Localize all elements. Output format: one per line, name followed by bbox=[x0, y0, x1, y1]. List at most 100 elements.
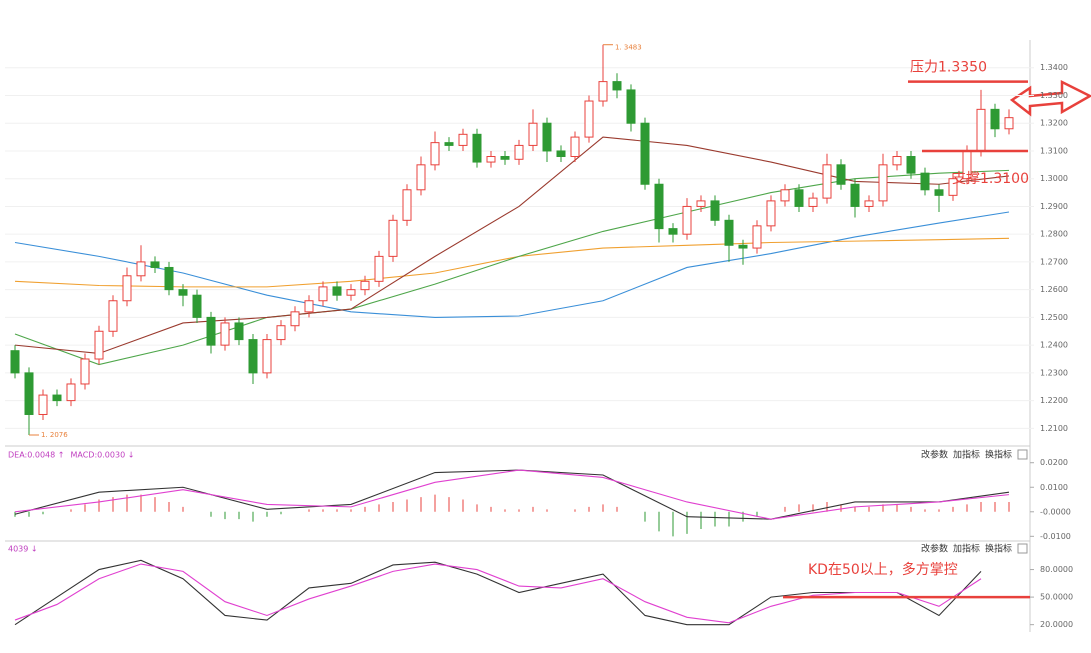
candle-body bbox=[920, 172, 930, 191]
candle-body bbox=[38, 394, 48, 415]
candle-body bbox=[906, 156, 916, 174]
candle-body bbox=[80, 358, 90, 385]
y-tick-label: 1.2200 bbox=[1040, 396, 1068, 405]
candle-body bbox=[598, 81, 608, 102]
indicator-label: MACD:0.0030 ↓ bbox=[70, 451, 134, 460]
candle-body bbox=[542, 122, 552, 152]
candle-body bbox=[402, 189, 412, 221]
y-tick-label: 0.0200 bbox=[1040, 458, 1068, 467]
candle-body bbox=[164, 266, 174, 291]
candle-body bbox=[724, 219, 734, 246]
candle-body bbox=[668, 228, 678, 235]
candle-body bbox=[178, 289, 188, 296]
button[interactable]: 换指标 bbox=[985, 449, 1012, 461]
y-tick-label: 1.3000 bbox=[1040, 174, 1068, 183]
candle-body bbox=[514, 144, 524, 160]
candle-body bbox=[696, 200, 706, 207]
candle-body bbox=[234, 322, 244, 341]
close-button[interactable] bbox=[1017, 543, 1028, 554]
candle-body bbox=[318, 286, 328, 302]
candle-body bbox=[808, 197, 818, 207]
indicator-label: 4039 ↓ bbox=[8, 545, 38, 554]
candle-body bbox=[458, 133, 468, 146]
candle-body bbox=[752, 225, 762, 249]
candle-body bbox=[528, 122, 538, 146]
y-tick-label: -0.0100 bbox=[1040, 532, 1071, 541]
candle-body bbox=[990, 108, 1000, 130]
candle-body bbox=[220, 322, 230, 346]
candle-body bbox=[262, 339, 272, 374]
candle-body bbox=[948, 178, 958, 196]
candle-body bbox=[444, 142, 454, 146]
candle-body bbox=[864, 200, 874, 207]
candle-body bbox=[24, 372, 34, 415]
candle-body bbox=[346, 289, 356, 296]
y-tick-label: 1.3200 bbox=[1040, 119, 1068, 128]
indicator-line bbox=[14, 237, 1010, 288]
candle-body bbox=[136, 261, 146, 277]
y-tick-label: 1.3400 bbox=[1040, 63, 1068, 72]
y-tick-label: 50.0000 bbox=[1040, 593, 1073, 602]
candle-body bbox=[766, 200, 776, 227]
button[interactable]: 加指标 bbox=[953, 543, 980, 555]
candle-body bbox=[206, 316, 216, 346]
candle-body bbox=[612, 81, 622, 91]
annotation: 压力1.3350 bbox=[910, 60, 987, 76]
candle-body bbox=[500, 156, 510, 160]
y-tick-label: 20.0000 bbox=[1040, 620, 1073, 629]
candle-body bbox=[10, 350, 20, 374]
candle-body bbox=[1004, 117, 1014, 130]
candle-body bbox=[710, 200, 720, 221]
candle-body bbox=[570, 136, 580, 158]
candle-body bbox=[780, 189, 790, 202]
candle-body bbox=[472, 133, 482, 163]
button[interactable]: 加指标 bbox=[953, 449, 980, 461]
candle-body bbox=[108, 300, 118, 332]
candle-body bbox=[682, 205, 692, 235]
y-tick-label: 80.0000 bbox=[1040, 565, 1073, 574]
candle-body bbox=[640, 122, 650, 185]
candle-body bbox=[304, 300, 314, 313]
candle-body bbox=[122, 275, 132, 302]
candle-body bbox=[388, 219, 398, 257]
y-tick-label: 1.3300 bbox=[1040, 91, 1068, 100]
button[interactable]: 改参数 bbox=[921, 543, 948, 555]
indicator-line bbox=[14, 559, 982, 626]
candle-body bbox=[850, 183, 860, 207]
button[interactable]: 改参数 bbox=[921, 449, 948, 461]
candle-body bbox=[836, 164, 846, 185]
indicator-line bbox=[14, 211, 1010, 318]
y-tick-label: 1.2600 bbox=[1040, 285, 1068, 294]
y-tick-label: 1.2800 bbox=[1040, 230, 1068, 239]
candle-body bbox=[248, 339, 258, 374]
candle-body bbox=[150, 261, 160, 268]
y-tick-label: 1.2400 bbox=[1040, 341, 1068, 350]
button[interactable]: 换指标 bbox=[985, 543, 1012, 555]
candle-body bbox=[934, 189, 944, 196]
candle-body bbox=[486, 156, 496, 163]
candle-body bbox=[556, 150, 566, 158]
candle-body bbox=[416, 164, 426, 191]
candle-body bbox=[192, 294, 202, 318]
y-tick-label: 1.2900 bbox=[1040, 202, 1068, 211]
candle-body bbox=[360, 280, 370, 291]
candle-body bbox=[878, 164, 888, 202]
y-tick-label: 1.2500 bbox=[1040, 313, 1068, 322]
indicator-line bbox=[14, 563, 982, 624]
close-button[interactable] bbox=[1017, 449, 1028, 460]
indicator-line bbox=[14, 469, 1010, 520]
indicator-label: DEA:0.0048 ↑ bbox=[8, 451, 64, 460]
annotation: KD在50以上，多方掌控 bbox=[808, 561, 958, 578]
candle-body bbox=[584, 100, 594, 138]
y-tick-label: 1.2300 bbox=[1040, 368, 1068, 377]
candle-body bbox=[290, 311, 300, 327]
y-tick-label: -0.0000 bbox=[1040, 507, 1071, 516]
annotation: 支撑1.3100 bbox=[952, 171, 1029, 187]
candle-body bbox=[374, 255, 384, 282]
candle-body bbox=[94, 330, 104, 360]
candle-body bbox=[738, 244, 748, 249]
indicator-line bbox=[14, 469, 1010, 520]
high-label: 1. 3483 bbox=[615, 44, 642, 52]
